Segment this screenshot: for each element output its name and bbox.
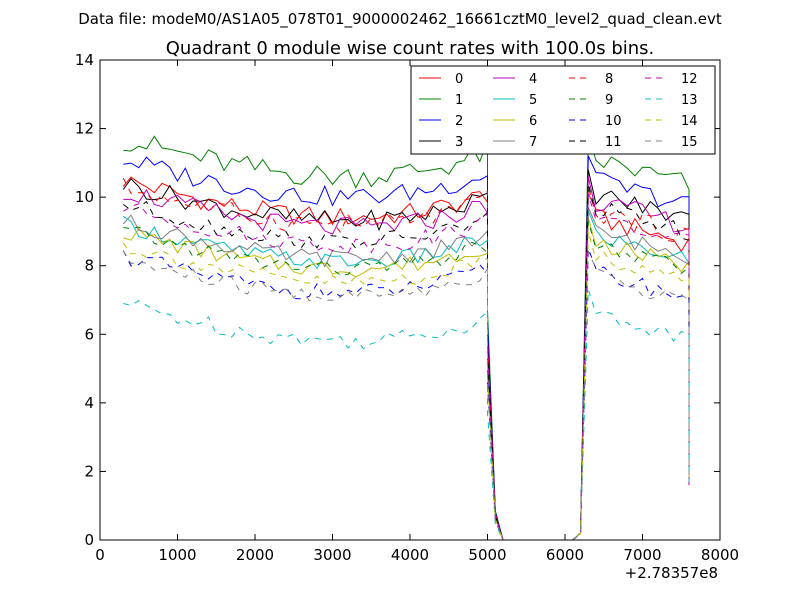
series-layer [122,135,690,541]
series-line-15 [122,250,690,541]
y-tick-label: 6 [84,325,94,343]
series-line-8 [122,177,690,541]
y-tick-label: 10 [75,188,94,206]
x-tick-label: 7000 [623,546,661,564]
series-line-2 [123,155,690,541]
legend-label: 1 [455,93,463,108]
series-line-11 [122,183,690,541]
chart-suptitle: Data file: modeM0/AS1A05_078T01_90000024… [78,10,722,29]
x-tick-label: 4000 [391,546,429,564]
y-tick-label: 8 [84,257,94,275]
legend-label: 2 [455,114,463,129]
legend-label: 9 [605,93,613,108]
series-line-3 [122,169,690,541]
series-line-14 [122,231,690,541]
series-line-1 [123,135,690,541]
y-tick-label: 0 [84,531,94,549]
series-line-12 [123,193,690,541]
legend-label: 15 [681,135,698,150]
y-tick-label: 12 [75,120,94,138]
x-tick-label: 3000 [313,546,351,564]
x-tick-label: 6000 [546,546,584,564]
series-line-10 [122,248,690,541]
legend-label: 12 [681,72,698,87]
legend-label: 10 [605,114,622,129]
x-offset-label: +2.78357e8 [625,564,718,582]
legend-label: 6 [529,114,537,129]
legend-box [410,65,716,155]
series-line-7 [122,207,690,541]
legend-label: 7 [529,135,537,150]
legend-label: 5 [529,93,537,108]
chart-title: Quadrant 0 module wise count rates with … [166,38,655,59]
series-line-4 [123,176,690,541]
x-tick-label: 8000 [701,546,739,564]
legend-label: 14 [681,114,698,129]
x-tick-label: 1000 [158,546,196,564]
x-tick-label: 5000 [468,546,506,564]
legend-label: 13 [681,93,698,108]
legend-label: 3 [455,135,463,150]
series-line-9 [123,220,690,541]
legend-label: 4 [529,72,537,87]
y-tick-label: 4 [84,394,94,412]
legend-label: 0 [455,72,463,87]
series-line-13 [123,289,690,541]
x-tick-label: 0 [95,546,105,564]
tick-layer: 0 1000 2000 3000 4000 5000 6000 7000 80000246810… [75,51,739,564]
legend-label: 11 [605,135,622,150]
y-tick-label: 2 [84,462,94,480]
x-tick-label: 2000 [236,546,274,564]
legend-label: 8 [605,72,613,87]
series-line-6 [123,217,690,541]
y-tick-label: 14 [75,51,94,69]
